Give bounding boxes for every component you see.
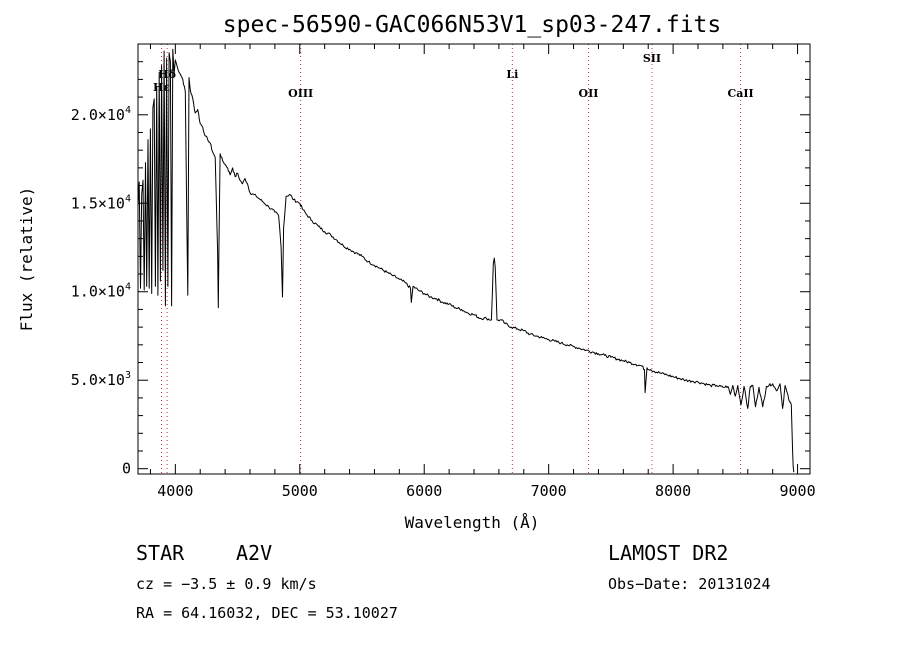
x-tick-label: 7000 bbox=[531, 482, 567, 500]
y-tick-exponent: 4 bbox=[125, 282, 131, 293]
y-tick-label: 2.0×104 bbox=[71, 105, 131, 124]
marker-label-6: CaII bbox=[727, 87, 753, 100]
redshift-value: cz = −3.5 ± 0.9 km/s bbox=[136, 575, 317, 593]
marker-label-2: OIII bbox=[288, 87, 313, 100]
y-tick-mantissa: 1.5×10 bbox=[71, 194, 125, 212]
y-tick-mantissa: 1.0×10 bbox=[71, 283, 125, 301]
object-type: STAR bbox=[136, 541, 185, 565]
y-tick-mantissa: 5.0×10 bbox=[71, 371, 125, 389]
plot-frame bbox=[137, 43, 811, 475]
marker-label-5: SII bbox=[643, 52, 661, 65]
y-tick-exponent: 4 bbox=[125, 193, 131, 204]
axis-ticks: 4000 5000 6000 7000 8000 900005.0×1031.0×1041… bbox=[71, 44, 816, 500]
chart-title: spec-56590-GAC066N53V1_sp03-247.fits bbox=[223, 12, 722, 38]
y-axis-label: Flux (relative) bbox=[17, 187, 36, 332]
x-axis-label: Wavelength (Å) bbox=[405, 513, 540, 532]
y-tick-label: 5.0×103 bbox=[71, 370, 131, 389]
x-tick-label: 6000 bbox=[406, 482, 442, 500]
y-tick-exponent: 4 bbox=[125, 105, 131, 116]
x-tick-label: 4000 bbox=[157, 482, 193, 500]
spectral-class: A2V bbox=[236, 541, 273, 565]
x-tick-label: 5000 bbox=[282, 482, 318, 500]
y-tick-mantissa: 2.0×10 bbox=[71, 106, 125, 124]
y-tick-label: 1.5×104 bbox=[71, 193, 131, 212]
y-tick-label: 0 bbox=[122, 460, 131, 478]
coordinates: RA = 64.16032, DEC = 53.10027 bbox=[136, 604, 398, 622]
x-tick-label: 9000 bbox=[779, 482, 815, 500]
y-tick-exponent: 3 bbox=[125, 370, 131, 381]
x-tick-label: 8000 bbox=[655, 482, 691, 500]
marker-label-3: Li bbox=[506, 68, 518, 81]
y-tick-label: 1.0×104 bbox=[71, 282, 131, 301]
observation-date: Obs−Date: 20131024 bbox=[608, 575, 771, 593]
survey-name: LAMOST DR2 bbox=[608, 541, 729, 565]
flux-series-line bbox=[137, 48, 795, 473]
marker-label-4: OII bbox=[579, 87, 599, 100]
y-tick-mantissa: 0 bbox=[122, 460, 131, 478]
